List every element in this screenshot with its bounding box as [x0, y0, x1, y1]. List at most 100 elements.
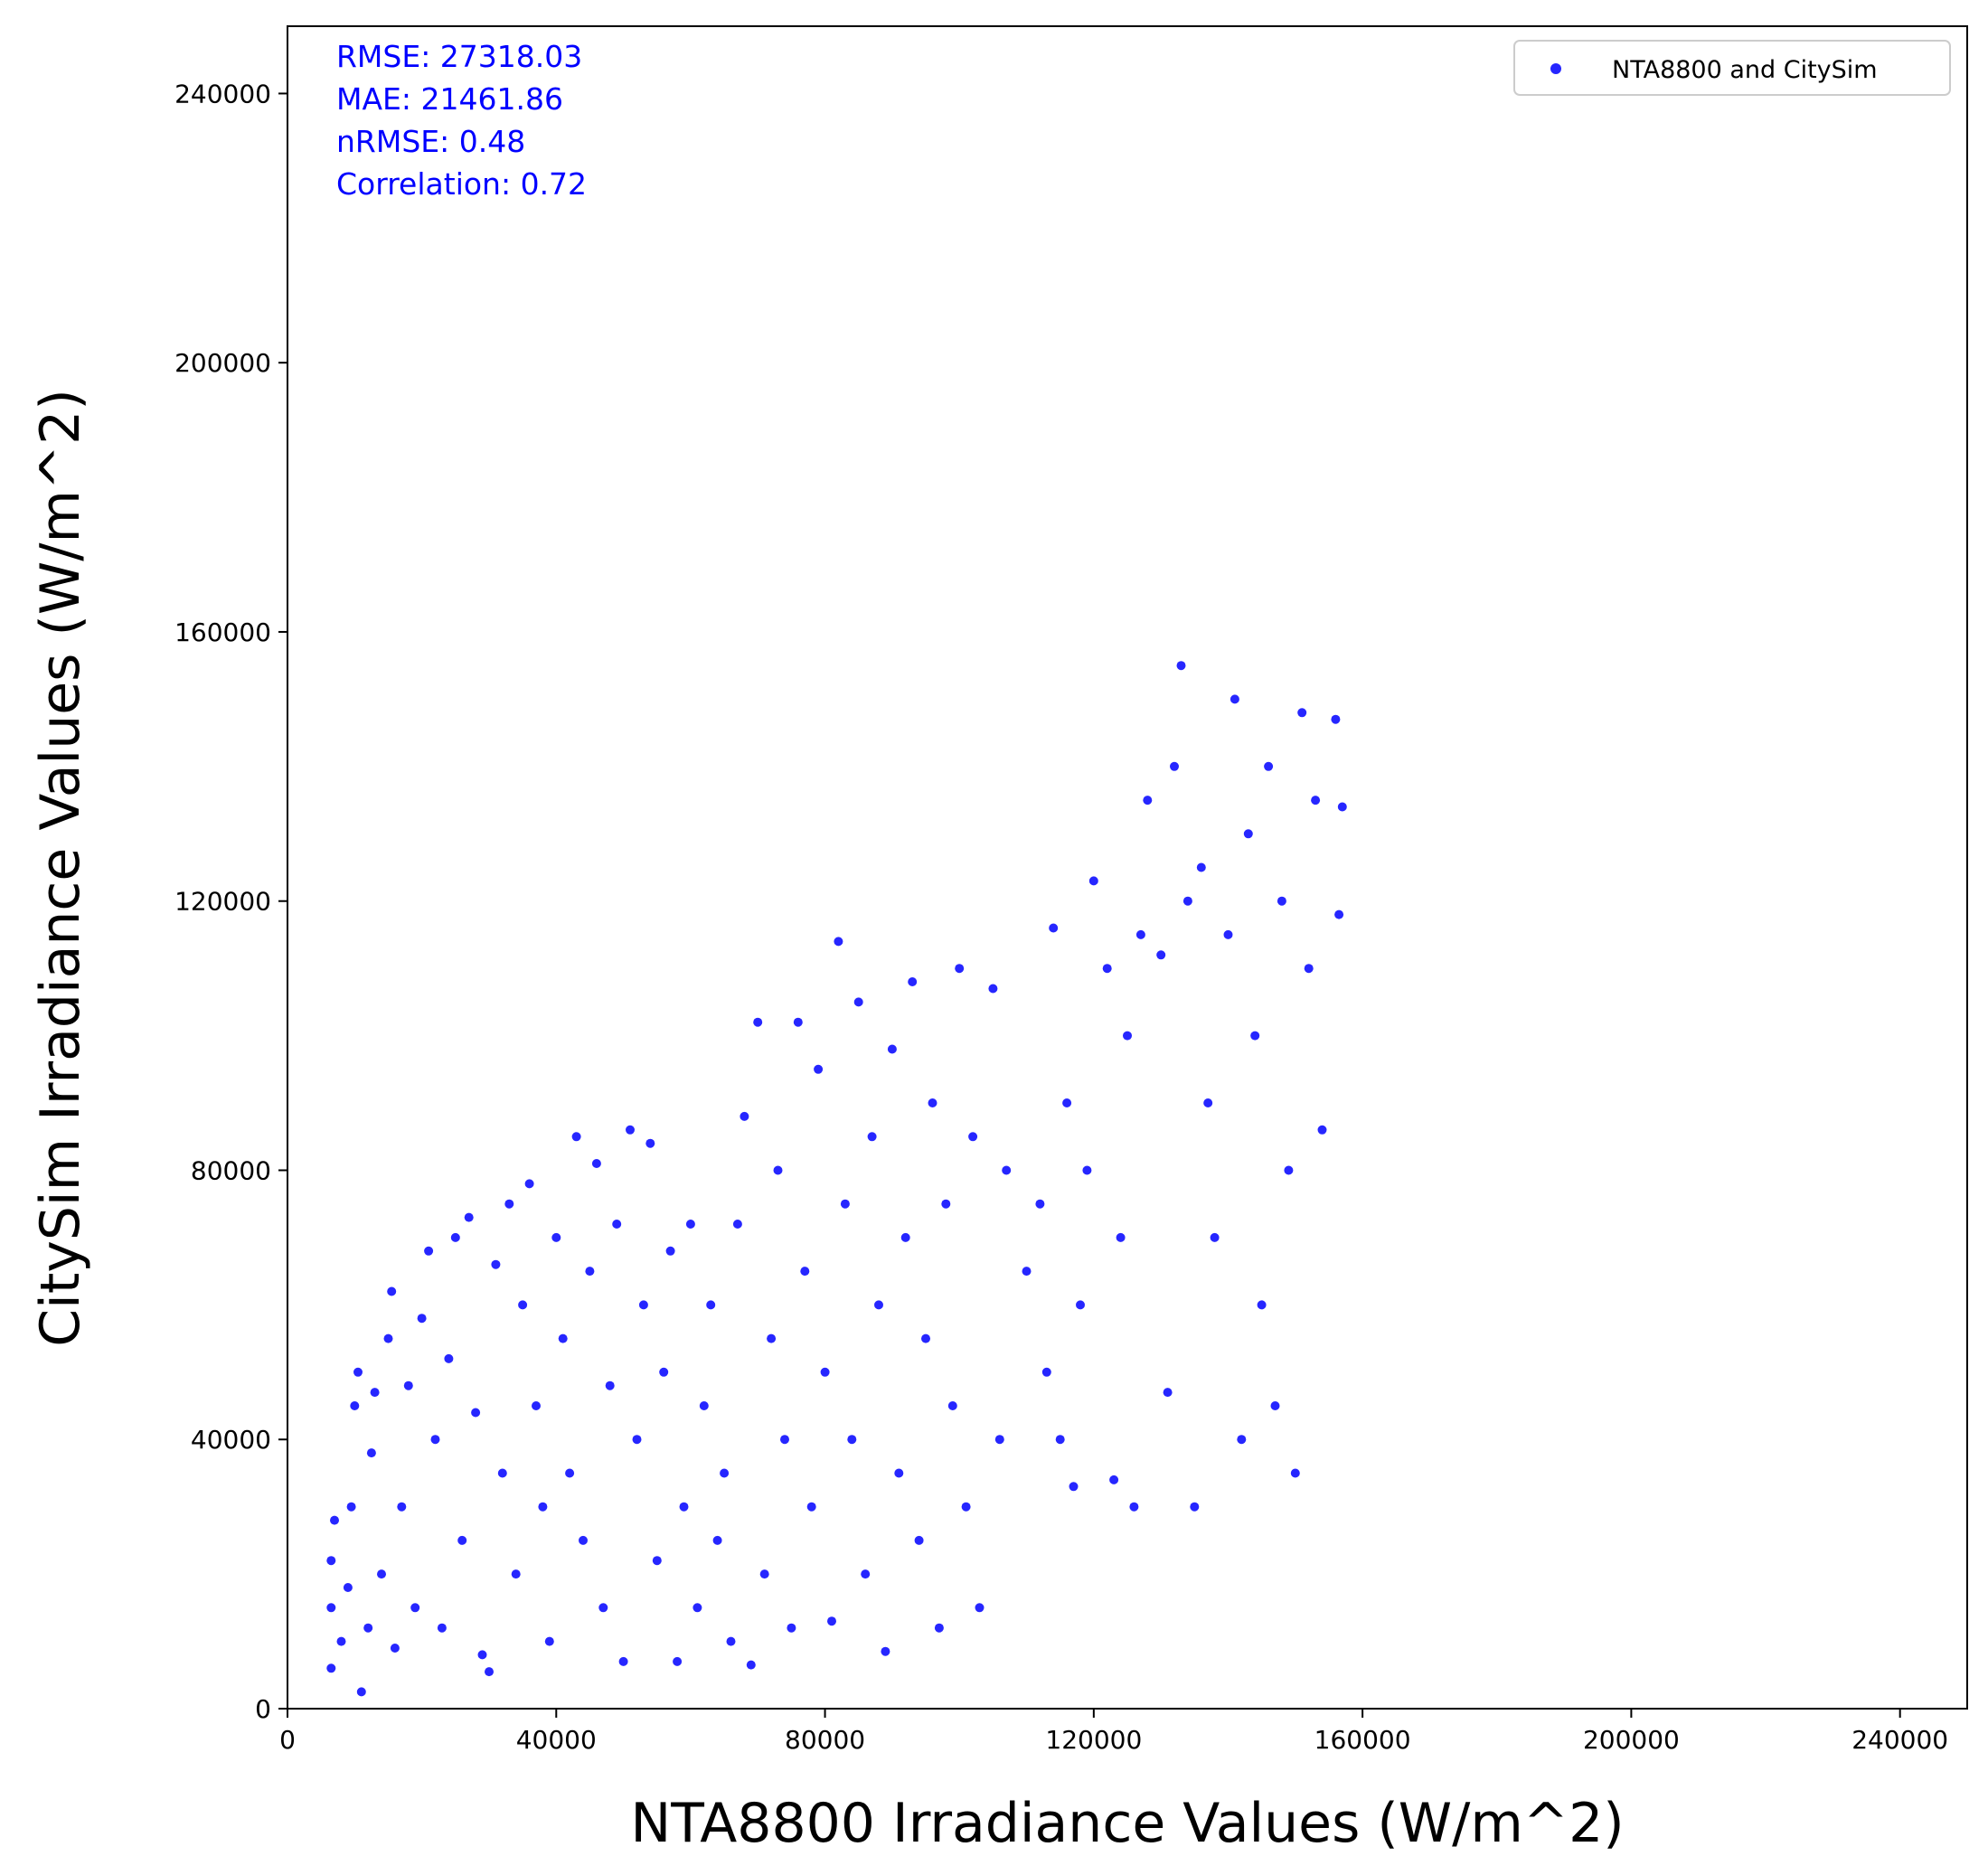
- x-tick-label: 40000: [516, 1725, 597, 1755]
- data-point: [665, 1246, 675, 1256]
- data-point: [591, 1159, 601, 1168]
- data-point: [720, 1468, 730, 1478]
- data-point: [659, 1367, 669, 1377]
- data-point: [921, 1333, 930, 1343]
- data-point: [1331, 714, 1341, 724]
- legend-label: NTA8800 and CitySim: [1612, 56, 1878, 84]
- data-point: [793, 1017, 803, 1027]
- data-point: [387, 1286, 397, 1296]
- data-point: [941, 1199, 951, 1209]
- data-point: [366, 1448, 376, 1458]
- data-point: [1317, 1125, 1327, 1135]
- data-point: [626, 1125, 635, 1135]
- data-point: [326, 1556, 336, 1566]
- data-point: [1182, 896, 1192, 906]
- data-point: [485, 1667, 494, 1677]
- data-point: [780, 1435, 789, 1445]
- x-axis-ticks: 0 40000 80000 120000 160000 200000 240000: [279, 1709, 1948, 1755]
- data-point: [326, 1663, 336, 1673]
- data-point: [712, 1535, 722, 1545]
- data-point: [457, 1535, 467, 1545]
- data-point: [847, 1435, 857, 1445]
- y-axis-ticks: 0 40000 80000 120000 160000 200000 240000: [174, 79, 287, 1724]
- data-point: [800, 1267, 810, 1277]
- data-point: [638, 1300, 648, 1310]
- data-points: [326, 661, 1347, 1697]
- data-point: [787, 1623, 796, 1633]
- data-point: [410, 1603, 420, 1613]
- mae-text: MAE: 21461.86: [336, 81, 563, 117]
- data-point: [1062, 1098, 1072, 1107]
- x-tick-label: 80000: [785, 1725, 865, 1755]
- data-point: [632, 1435, 642, 1445]
- data-point: [1230, 694, 1239, 704]
- data-point: [1304, 964, 1314, 974]
- data-point: [605, 1380, 615, 1390]
- data-point: [1311, 796, 1321, 806]
- data-point: [618, 1656, 628, 1666]
- data-point: [579, 1535, 588, 1545]
- data-point: [417, 1314, 427, 1324]
- data-point: [477, 1650, 487, 1660]
- data-point: [350, 1401, 360, 1410]
- data-point: [1102, 964, 1112, 974]
- data-point: [1176, 661, 1186, 671]
- data-point: [679, 1502, 689, 1512]
- data-point: [565, 1468, 575, 1478]
- y-tick-label: 80000: [191, 1155, 271, 1185]
- data-point: [693, 1603, 702, 1613]
- data-point: [1243, 829, 1253, 839]
- y-tick-label: 240000: [174, 79, 271, 108]
- data-point: [558, 1333, 568, 1343]
- y-tick-label: 0: [255, 1694, 271, 1724]
- data-point: [881, 1646, 890, 1656]
- data-point: [1257, 1300, 1267, 1310]
- data-point: [343, 1583, 353, 1592]
- data-point: [961, 1502, 971, 1512]
- data-point: [894, 1468, 904, 1478]
- data-point: [430, 1435, 440, 1445]
- data-point: [1116, 1232, 1126, 1242]
- legend-box: [1513, 40, 1951, 96]
- rmse-text: RMSE: 27318.03: [336, 39, 582, 74]
- data-point: [538, 1502, 548, 1512]
- data-point: [571, 1132, 581, 1142]
- data-point: [1196, 862, 1206, 872]
- data-point: [504, 1199, 514, 1209]
- data-point: [497, 1468, 507, 1478]
- data-point: [806, 1502, 816, 1512]
- data-point: [685, 1220, 695, 1229]
- data-point: [1123, 1031, 1132, 1041]
- data-point: [1250, 1031, 1260, 1041]
- data-point: [403, 1380, 413, 1390]
- data-point: [1277, 896, 1286, 906]
- data-point: [424, 1246, 434, 1256]
- data-point: [928, 1098, 937, 1107]
- data-point: [820, 1367, 830, 1377]
- data-point: [652, 1556, 662, 1566]
- data-point: [914, 1535, 924, 1545]
- data-point: [532, 1401, 541, 1410]
- data-point: [471, 1408, 481, 1418]
- data-point: [491, 1259, 501, 1269]
- legend-marker: [1550, 63, 1561, 74]
- data-point: [1082, 1165, 1092, 1175]
- data-point: [1143, 796, 1153, 806]
- data-point: [444, 1353, 454, 1363]
- data-point: [1109, 1475, 1119, 1484]
- y-tick-label: 40000: [191, 1425, 271, 1455]
- data-point: [1002, 1165, 1012, 1175]
- data-point: [1069, 1482, 1079, 1492]
- data-point: [612, 1220, 622, 1229]
- data-point: [551, 1232, 561, 1242]
- data-point: [726, 1636, 736, 1646]
- data-point: [330, 1515, 339, 1525]
- data-point: [827, 1616, 836, 1626]
- y-tick-label: 120000: [174, 887, 271, 917]
- plot-frame: [287, 25, 1968, 1710]
- y-tick-label: 160000: [174, 617, 271, 647]
- data-point: [746, 1660, 756, 1670]
- data-point: [1190, 1502, 1200, 1512]
- data-point: [1297, 708, 1307, 718]
